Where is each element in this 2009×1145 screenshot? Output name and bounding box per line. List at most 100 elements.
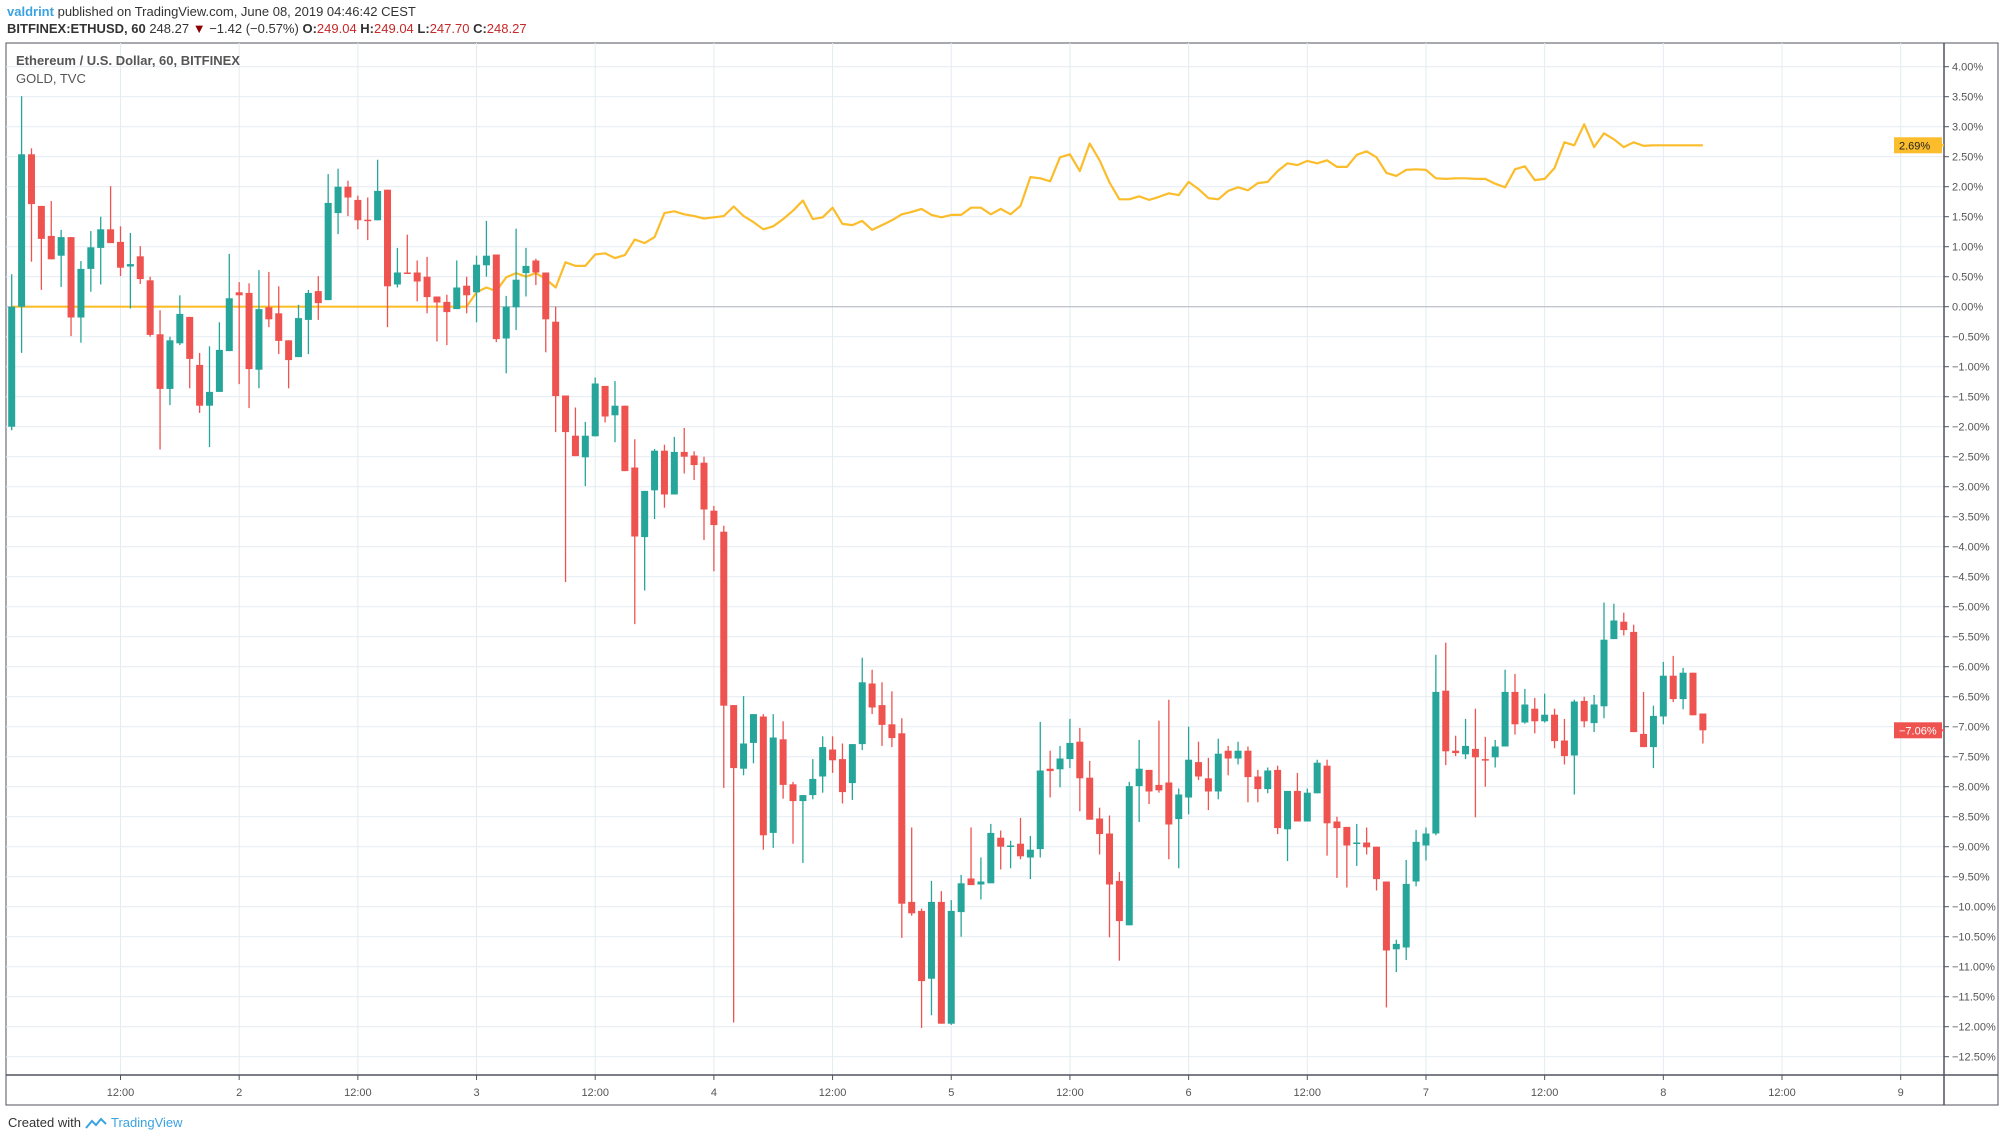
- candle-up: [1392, 939, 1400, 973]
- y-tick-label: −6.00%: [1952, 662, 1990, 674]
- candle-down: [1531, 697, 1539, 734]
- candle-body: [829, 749, 837, 761]
- candle-down: [1244, 746, 1252, 803]
- candle-down: [116, 226, 124, 277]
- candle-down: [156, 310, 164, 450]
- gold-last-value-label-bg: [1894, 137, 1942, 154]
- candle-down: [354, 195, 362, 230]
- candle-down: [997, 830, 1005, 870]
- candle-body: [1076, 741, 1084, 779]
- legend-compare-series[interactable]: GOLD, TVC: [16, 71, 86, 86]
- candle-body: [57, 237, 65, 256]
- y-tick-label: −11.00%: [1952, 962, 1995, 974]
- candle-body: [235, 292, 243, 296]
- candle-body: [47, 235, 55, 260]
- x-tick-label: 12:00: [1056, 1087, 1084, 1099]
- candle-body: [769, 737, 777, 833]
- price-change: −1.42 (−0.57%): [209, 21, 299, 36]
- candle-body: [1689, 672, 1697, 716]
- candle-body: [977, 881, 985, 885]
- candle-down: [27, 148, 35, 262]
- candle-body: [1462, 745, 1470, 755]
- candle-up: [740, 696, 748, 776]
- candle-up: [670, 436, 678, 495]
- gold-compare-line: [11, 123, 1703, 308]
- y-tick-label: 2.50%: [1952, 152, 1983, 164]
- x-tick-label: 3: [473, 1087, 479, 1099]
- candle-body: [482, 255, 490, 266]
- candle-up: [1600, 602, 1608, 719]
- candle-body: [1412, 841, 1420, 882]
- candle-body: [1115, 880, 1123, 922]
- candle-up: [809, 759, 817, 800]
- candle-up: [97, 216, 105, 285]
- candle-down: [1333, 816, 1341, 878]
- candle-down: [660, 444, 668, 508]
- candle-body: [601, 385, 609, 417]
- candle-body: [1600, 639, 1608, 707]
- x-tick-label: 12:00: [581, 1087, 609, 1099]
- low-value: 247.70: [429, 21, 470, 36]
- candle-up: [87, 231, 95, 292]
- tradingview-link[interactable]: TradingView: [110, 1115, 183, 1130]
- candle-up: [1284, 790, 1292, 862]
- candle-up: [611, 381, 619, 443]
- candle-down: [779, 721, 787, 799]
- candle-body: [1026, 849, 1034, 858]
- candle-down: [235, 282, 243, 385]
- candle-down: [918, 908, 926, 1028]
- candle-down: [601, 385, 609, 423]
- triangle-down-icon: ▼: [192, 21, 206, 36]
- candle-body: [453, 287, 461, 310]
- candle-body: [641, 490, 649, 538]
- high-value: 249.04: [374, 21, 414, 36]
- candle-body: [206, 391, 213, 406]
- author-link[interactable]: valdrint: [7, 4, 54, 19]
- candle-down: [1620, 612, 1628, 636]
- x-tick-label: 4: [711, 1087, 717, 1099]
- candle-body: [611, 405, 619, 416]
- candle-down: [1382, 881, 1390, 1008]
- candle-down: [1551, 708, 1559, 749]
- candle-body: [621, 405, 629, 472]
- candle-down: [37, 205, 45, 290]
- candle-body: [1551, 714, 1559, 742]
- candle-body: [166, 340, 174, 389]
- candle-down: [67, 237, 75, 337]
- candle-body: [987, 832, 995, 884]
- candle-body: [285, 340, 293, 361]
- candle-down: [1669, 655, 1677, 703]
- axes[interactable]: 4.00% 3.50% 3.00% 2.50% 2.00% 1.50% 1.00% 0.50%…: [6, 43, 1998, 1105]
- candle-up: [819, 736, 827, 793]
- candle-down: [403, 234, 411, 274]
- published-text: published on TradingView.com, June 08, 2…: [57, 4, 416, 19]
- legend-main-series[interactable]: Ethereum / U.S. Dollar, 60, BITFINEX: [16, 53, 240, 68]
- candle-body: [749, 714, 757, 743]
- y-tick-label: −12.00%: [1952, 1022, 1996, 1034]
- candle-body: [918, 910, 926, 982]
- candle-body: [374, 190, 382, 221]
- candle-down: [1323, 759, 1331, 856]
- y-tick-label: −4.50%: [1952, 572, 1990, 584]
- candle-body: [927, 901, 935, 979]
- y-tick-label: −11.50%: [1952, 992, 1995, 1004]
- candle-up: [126, 232, 134, 309]
- y-tick-label: −5.00%: [1952, 602, 1990, 614]
- candle-body: [1007, 845, 1015, 847]
- candle-down: [1046, 750, 1054, 798]
- candle-body: [1323, 765, 1331, 824]
- candle-up: [1036, 721, 1044, 858]
- candle-down: [789, 781, 797, 844]
- candle-down: [443, 294, 451, 346]
- candle-down: [552, 306, 560, 433]
- candle-up: [1135, 739, 1143, 823]
- candle-body: [1086, 777, 1094, 820]
- y-tick-label: −9.00%: [1952, 842, 1990, 854]
- candle-up: [1501, 669, 1509, 747]
- candle-up: [1026, 835, 1034, 880]
- candle-down: [1560, 718, 1568, 765]
- candle-up: [1521, 688, 1529, 724]
- candle-down: [838, 743, 846, 804]
- candle-up: [769, 714, 777, 848]
